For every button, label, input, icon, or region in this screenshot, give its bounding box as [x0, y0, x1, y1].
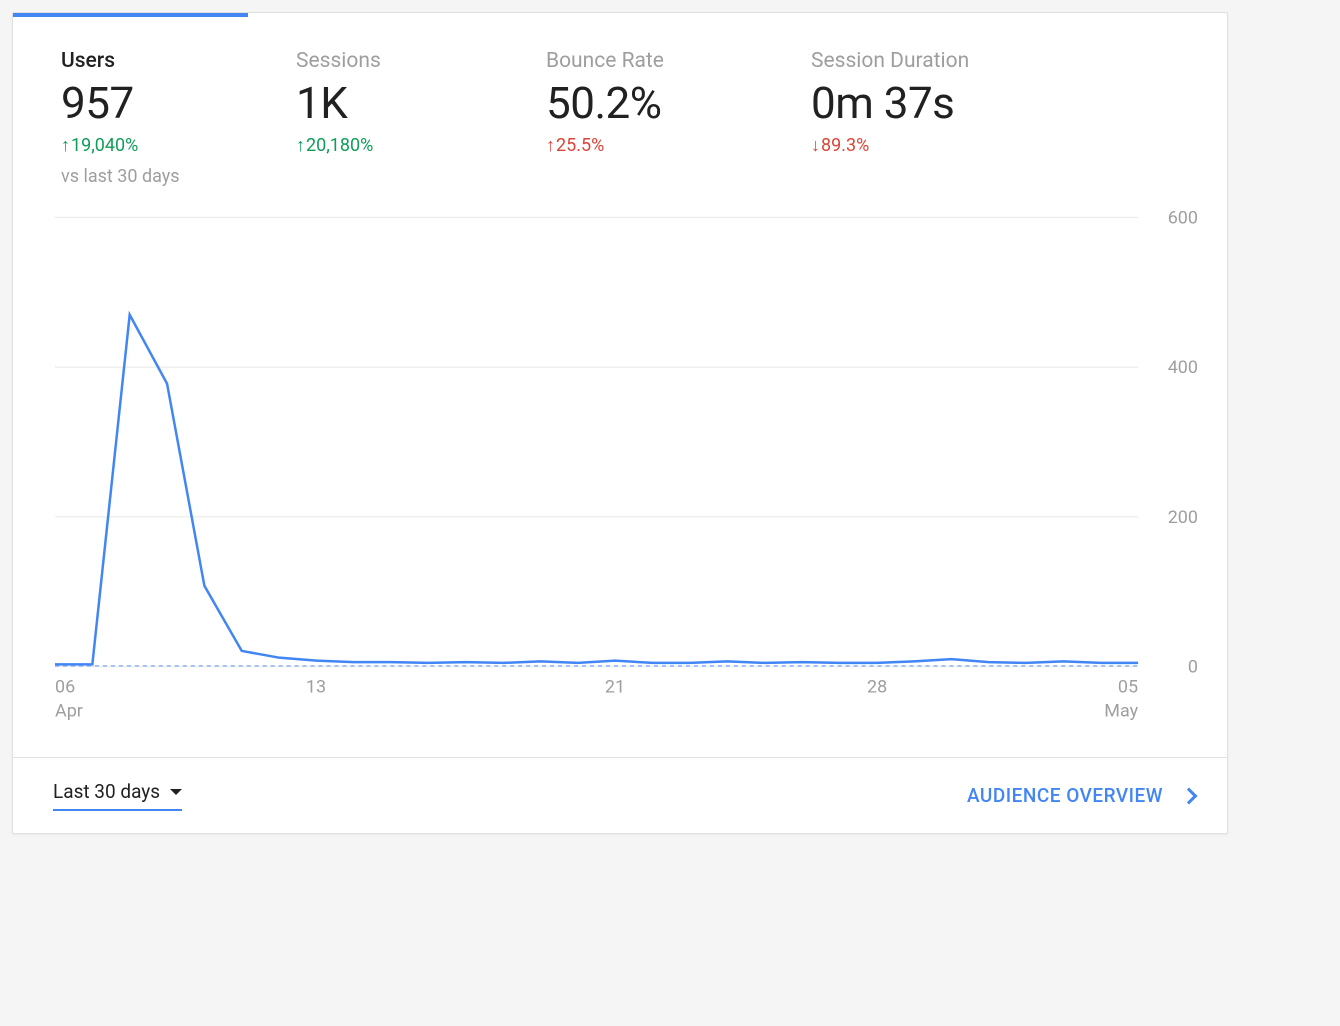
date-range-selector[interactable]: Last 30 days	[53, 780, 182, 811]
x-axis-sublabel: Apr	[55, 701, 83, 722]
x-axis-label: 05	[1118, 677, 1138, 698]
y-axis-label: 0	[1188, 657, 1198, 678]
y-axis-label: 400	[1168, 358, 1198, 379]
metrics-row: Users957↑19,040%Sessions1K↑20,180%Bounce…	[13, 13, 1227, 166]
x-axis-label: 28	[867, 677, 887, 698]
metric-change: ↑19,040%	[61, 135, 291, 156]
metric-change-value: 20,180%	[306, 135, 373, 156]
arrow-up-icon: ↑	[61, 137, 70, 155]
overview-link-text: AUDIENCE OVERVIEW	[967, 784, 1163, 807]
metric-label: Session Duration	[811, 49, 1091, 73]
card-footer: Last 30 days AUDIENCE OVERVIEW	[13, 757, 1227, 833]
y-axis-label: 600	[1168, 208, 1198, 229]
analytics-card: Users957↑19,040%Sessions1K↑20,180%Bounce…	[12, 12, 1228, 834]
metric-change-value: 25.5%	[556, 135, 604, 156]
metric-tab-sessions[interactable]: Sessions 1K ↑20,180%	[296, 49, 541, 156]
arrow-down-icon: ↓	[811, 137, 820, 155]
audience-overview-link[interactable]: AUDIENCE OVERVIEW	[967, 784, 1195, 807]
y-axis-label: 200	[1168, 507, 1198, 528]
x-axis-label: 06	[55, 677, 75, 698]
comparison-label: vs last 30 days	[13, 166, 1227, 207]
metric-label: Users	[61, 49, 291, 73]
chart-container: 0 200 400 600 06 Apr 13 21 28 05 May	[13, 207, 1227, 757]
metric-change-value: 89.3%	[821, 135, 869, 156]
metric-change: ↑20,180%	[296, 135, 541, 156]
metric-label: Sessions	[296, 49, 541, 73]
caret-down-icon	[170, 789, 182, 795]
metric-tab-session-duration[interactable]: Session Duration 0m 37s ↓89.3%	[811, 49, 1091, 156]
active-tab-indicator	[13, 13, 248, 17]
date-range-label: Last 30 days	[53, 780, 160, 803]
metric-tab-bounce-rate[interactable]: Bounce Rate 50.2% ↑25.5%	[546, 49, 806, 156]
x-axis-label: 13	[306, 677, 326, 698]
arrow-up-icon: ↑	[296, 137, 305, 155]
metric-change: ↓89.3%	[811, 135, 1091, 156]
arrow-up-icon: ↑	[546, 137, 555, 155]
chevron-right-icon	[1181, 787, 1198, 804]
metric-label: Bounce Rate	[546, 49, 806, 73]
metric-tab-users[interactable]: Users 957 ↑19,040%	[61, 49, 291, 156]
metric-value: 957	[61, 79, 291, 127]
metric-value: 0m 37s	[811, 79, 1091, 127]
users-line-chart: 0 200 400 600 06 Apr 13 21 28 05 May	[55, 207, 1203, 727]
x-axis-label: 21	[605, 677, 625, 698]
metric-change: ↑25.5%	[546, 135, 806, 156]
x-axis-sublabel: May	[1104, 701, 1138, 722]
metric-value: 1K	[296, 79, 541, 127]
metric-value: 50.2%	[546, 79, 806, 127]
metric-change-value: 19,040%	[71, 135, 138, 156]
